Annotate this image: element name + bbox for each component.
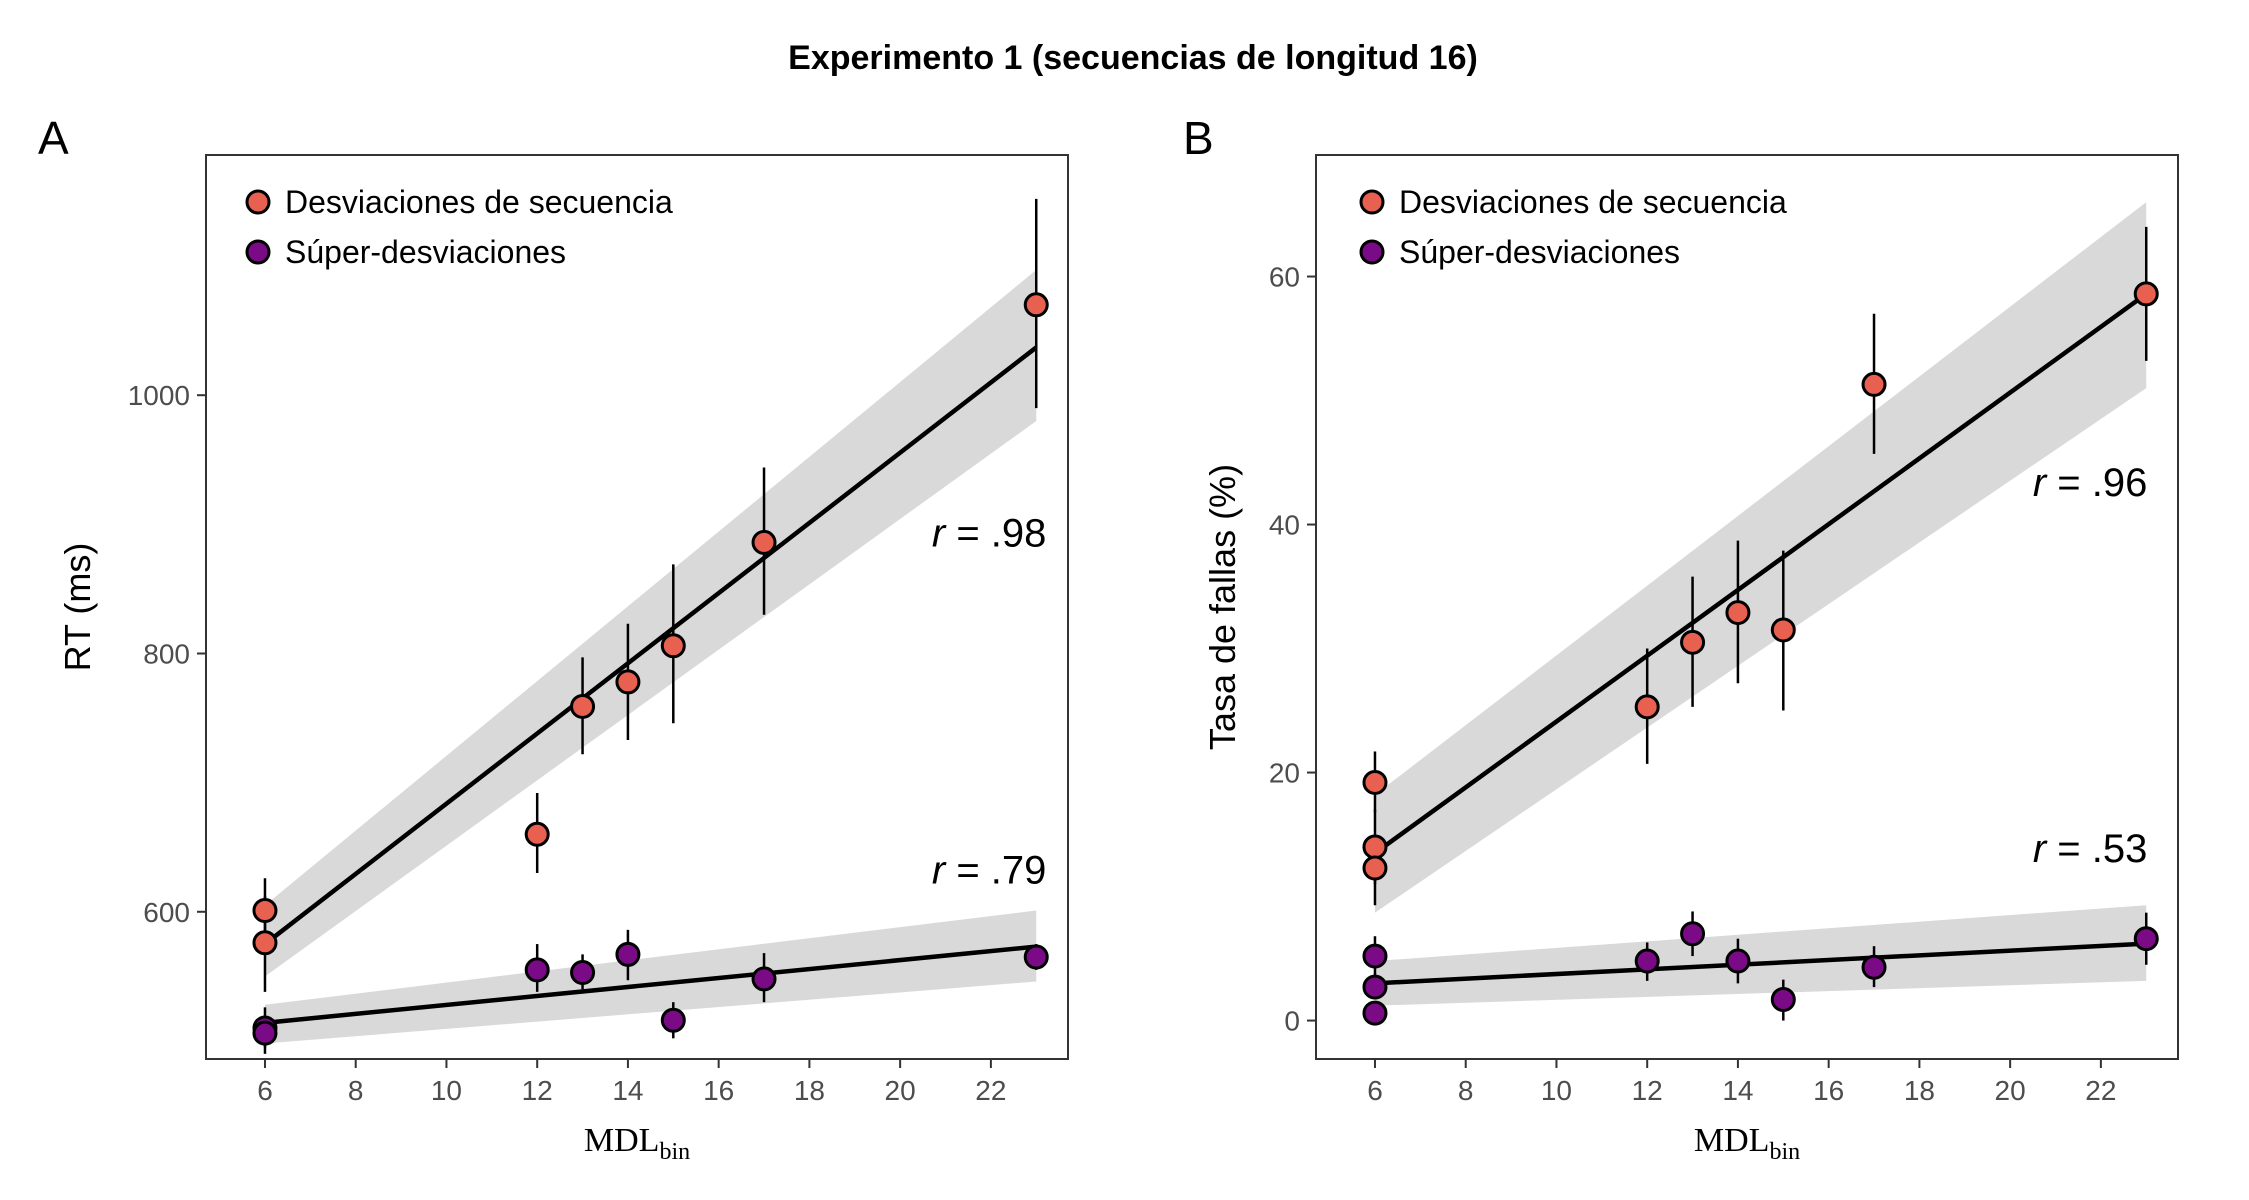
legend-label: Desviaciones de secuencia bbox=[285, 184, 673, 220]
correlation-label: r = .53 bbox=[2033, 827, 2148, 871]
data-point bbox=[570, 959, 596, 985]
x-tick-label: 6 bbox=[1367, 1075, 1383, 1106]
x-tick-label: 16 bbox=[1813, 1075, 1844, 1106]
data-point bbox=[524, 957, 550, 983]
data-point bbox=[1861, 371, 1887, 397]
y-tick-label: 800 bbox=[143, 638, 190, 669]
y-tick-label: 1000 bbox=[128, 380, 190, 411]
confidence-band bbox=[1374, 905, 2147, 1006]
data-point bbox=[1023, 292, 1049, 318]
data-point bbox=[1023, 944, 1049, 970]
data-point bbox=[1362, 855, 1388, 881]
x-tick-label: 10 bbox=[431, 1075, 462, 1106]
legend-label: Súper-desviaciones bbox=[285, 234, 566, 270]
y-tick-label: 600 bbox=[143, 897, 190, 928]
x-tick-label: 18 bbox=[794, 1075, 825, 1106]
regression-line bbox=[264, 944, 1037, 1026]
regression-line bbox=[1373, 292, 2148, 855]
figure-title: Experimento 1 (secuencias de longitud 16… bbox=[788, 39, 1478, 77]
data-point bbox=[1362, 1000, 1388, 1026]
x-tick-label: 6 bbox=[257, 1075, 273, 1106]
y-tick-label: 0 bbox=[1284, 1006, 1300, 1037]
x-axis-label: MDLbin bbox=[1694, 1122, 1800, 1165]
data-point bbox=[615, 941, 641, 967]
correlation-label: r = .98 bbox=[932, 511, 1047, 555]
legend-marker bbox=[245, 189, 271, 215]
x-tick-label: 8 bbox=[348, 1075, 364, 1106]
legend-label: Súper-desviaciones bbox=[1399, 234, 1680, 270]
x-tick-label: 8 bbox=[1458, 1075, 1474, 1106]
data-point bbox=[1680, 629, 1706, 655]
legend-marker bbox=[1359, 189, 1385, 215]
data-point bbox=[1725, 600, 1751, 626]
x-tick-label: 20 bbox=[1995, 1075, 2026, 1106]
x-tick-label: 18 bbox=[1904, 1075, 1935, 1106]
panel-a: Ar = .98 r = .79 Desviaciones de secuencia… bbox=[38, 112, 1069, 1165]
data-point bbox=[1634, 694, 1660, 720]
panel-b: Br = .96 r = .53 Desviaciones de secuencia… bbox=[1183, 112, 2179, 1165]
panel-border bbox=[1315, 154, 2179, 1060]
data-point bbox=[1362, 943, 1388, 969]
y-tick-label: 20 bbox=[1269, 758, 1300, 789]
x-tick-label: 12 bbox=[522, 1075, 553, 1106]
x-tick-label: 12 bbox=[1632, 1075, 1663, 1106]
data-point bbox=[252, 897, 278, 923]
x-tick-label: 22 bbox=[975, 1075, 1006, 1106]
data-point bbox=[660, 1007, 686, 1033]
regression-line bbox=[1374, 941, 2147, 986]
legend-marker bbox=[245, 239, 271, 265]
data-point bbox=[1362, 974, 1388, 1000]
data-point bbox=[751, 966, 777, 992]
confidence-band bbox=[264, 910, 1037, 1044]
data-point bbox=[1725, 948, 1751, 974]
data-point bbox=[252, 930, 278, 956]
y-tick-label: 40 bbox=[1269, 510, 1300, 541]
correlation-label: r = .79 bbox=[932, 848, 1047, 892]
x-tick-label: 20 bbox=[885, 1075, 916, 1106]
legend-label: Desviaciones de secuencia bbox=[1399, 184, 1787, 220]
x-tick-label: 16 bbox=[703, 1075, 734, 1106]
x-tick-label: 22 bbox=[2085, 1075, 2116, 1106]
x-tick-label: 14 bbox=[1722, 1075, 1753, 1106]
data-point bbox=[1770, 617, 1796, 643]
data-point bbox=[2133, 926, 2159, 952]
y-axis-label: Tasa de fallas (%) bbox=[1202, 464, 1243, 750]
data-point bbox=[615, 669, 641, 695]
data-point bbox=[524, 821, 550, 847]
data-point bbox=[751, 529, 777, 555]
confidence-band bbox=[1374, 202, 2147, 913]
data-point bbox=[1861, 954, 1887, 980]
regression-line bbox=[263, 345, 1038, 946]
correlation-label: r = .96 bbox=[2033, 461, 2148, 505]
data-point bbox=[660, 633, 686, 659]
x-tick-label: 10 bbox=[1541, 1075, 1572, 1106]
panel-label: B bbox=[1183, 112, 1214, 164]
data-point bbox=[1634, 948, 1660, 974]
confidence-band bbox=[264, 269, 1037, 977]
legend-marker bbox=[1359, 239, 1385, 265]
data-point bbox=[1770, 986, 1796, 1012]
data-point bbox=[570, 693, 596, 719]
x-axis-label: MDLbin bbox=[584, 1122, 690, 1165]
data-point bbox=[252, 1020, 278, 1046]
data-point bbox=[1362, 834, 1388, 860]
panel-border bbox=[205, 154, 1069, 1060]
y-tick-label: 60 bbox=[1269, 262, 1300, 293]
y-axis-label: RT (ms) bbox=[57, 543, 98, 672]
x-tick-label: 14 bbox=[612, 1075, 643, 1106]
data-point bbox=[2133, 281, 2159, 307]
data-point bbox=[1362, 769, 1388, 795]
data-point bbox=[1680, 921, 1706, 947]
panel-label: A bbox=[38, 112, 69, 164]
